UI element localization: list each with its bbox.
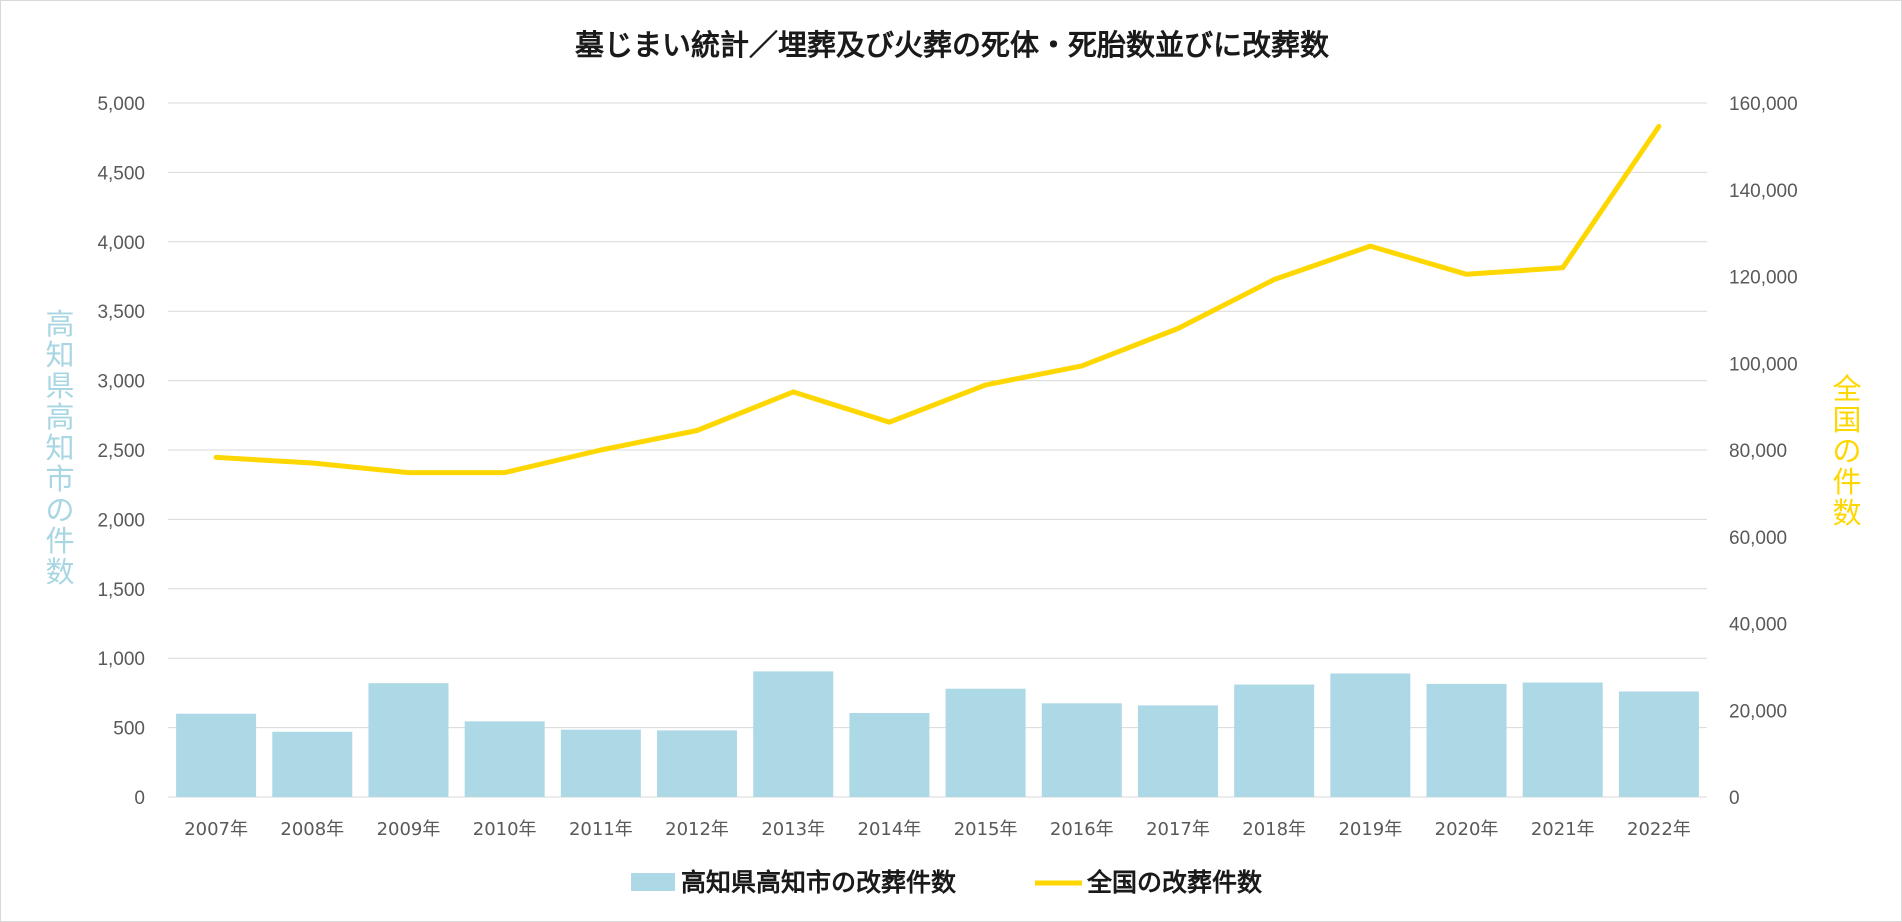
x-tick-label: 2009年 — [377, 819, 441, 840]
bar — [560, 729, 641, 797]
left-axis-title-char: 知 — [45, 338, 74, 372]
left-axis-title-char: 県 — [45, 369, 74, 403]
bar — [849, 713, 930, 797]
legend-label-bar: 高知県高知市の改葬件数 — [681, 868, 957, 897]
bar-series — [176, 671, 1699, 797]
left-axis-title-char: 市 — [45, 462, 74, 496]
left-tick-label: 500 — [113, 719, 145, 740]
right-axis-ticks: 0 20,000 40,000 60,000 80,000 100,000 120,000 1… — [1729, 94, 1798, 809]
bar — [1618, 691, 1699, 797]
bar — [368, 683, 449, 797]
left-tick-label: 3,000 — [97, 372, 145, 393]
x-tick-label: 2014年 — [858, 819, 922, 840]
right-tick-label: 60,000 — [1729, 528, 1787, 549]
bar — [272, 731, 353, 797]
right-tick-label: 80,000 — [1729, 441, 1787, 462]
right-tick-label: 140,000 — [1729, 181, 1798, 202]
legend-swatch-bar — [631, 873, 675, 891]
bar — [945, 688, 1026, 797]
right-tick-label: 100,000 — [1729, 354, 1798, 375]
x-tick-label: 2018年 — [1242, 819, 1306, 840]
left-axis-title-char: 高 — [45, 400, 74, 434]
x-tick-label: 2017年 — [1146, 819, 1210, 840]
right-axis-title-char: 件 — [1832, 465, 1861, 499]
x-tick-label: 2008年 — [280, 819, 344, 840]
x-tick-label: 2013年 — [761, 819, 825, 840]
x-tick-label: 2015年 — [954, 819, 1018, 840]
x-tick-label: 2019年 — [1338, 819, 1402, 840]
right-axis-title-char: 全 — [1832, 372, 1861, 406]
left-axis-title-char: 知 — [45, 431, 74, 465]
left-tick-label: 5,000 — [97, 94, 145, 115]
right-tick-label: 20,000 — [1729, 701, 1787, 722]
bar — [1137, 705, 1218, 797]
right-axis-title-char: の — [1832, 434, 1861, 468]
x-axis-ticks: 2007年 2008年 2009年 2010年 2011年 2012年 2013年 2014年… — [184, 819, 1691, 840]
right-tick-label: 120,000 — [1729, 268, 1798, 289]
bar — [1426, 683, 1507, 797]
right-axis-title-char: 数 — [1832, 496, 1861, 530]
left-tick-label: 3,500 — [97, 302, 145, 323]
left-tick-label: 0 — [134, 788, 145, 809]
left-axis-ticks: 0 500 1,000 1,500 2,000 2,500 3,000 3,500 4,000 4… — [97, 94, 145, 809]
left-tick-label: 4,000 — [97, 233, 145, 254]
x-tick-label: 2011年 — [569, 819, 633, 840]
x-tick-label: 2007年 — [184, 819, 248, 840]
bar — [753, 671, 834, 797]
bar — [657, 730, 738, 797]
bar — [1234, 684, 1315, 797]
legend-label-line: 全国の改葬件数 — [1086, 868, 1263, 897]
right-axis-title-char: 国 — [1832, 403, 1861, 437]
bar — [464, 721, 545, 797]
x-tick-label: 2021年 — [1531, 819, 1595, 840]
bar — [176, 713, 257, 797]
left-axis-title-char: の — [45, 493, 74, 527]
x-tick-label: 2010年 — [473, 819, 537, 840]
left-tick-label: 2,500 — [97, 441, 145, 462]
series-line — [213, 123, 1662, 476]
left-tick-label: 1,500 — [97, 580, 145, 601]
left-axis-title-char: 数 — [45, 555, 74, 589]
bar — [1041, 703, 1122, 797]
left-axis-title-char: 件 — [45, 524, 74, 558]
right-tick-label: 40,000 — [1729, 615, 1787, 636]
bar — [1522, 682, 1603, 797]
x-tick-label: 2020年 — [1435, 819, 1499, 840]
line-series — [213, 123, 1662, 476]
left-axis-title-char: 高 — [45, 307, 74, 341]
left-tick-label: 1,000 — [97, 649, 145, 670]
left-tick-label: 2,000 — [97, 510, 145, 531]
x-tick-label: 2016年 — [1050, 819, 1114, 840]
bar — [1330, 673, 1411, 797]
right-tick-label: 0 — [1729, 788, 1740, 809]
left-tick-label: 4,500 — [97, 163, 145, 184]
x-tick-label: 2012年 — [665, 819, 729, 840]
chart-title: 墓じまい統計／埋葬及び火葬の死体・死胎数並びに改葬数 — [574, 28, 1330, 62]
right-tick-label: 160,000 — [1729, 94, 1798, 115]
x-tick-label: 2022年 — [1627, 819, 1691, 840]
legend: 高知県高知市の改葬件数 全国の改葬件数 — [631, 868, 1263, 897]
